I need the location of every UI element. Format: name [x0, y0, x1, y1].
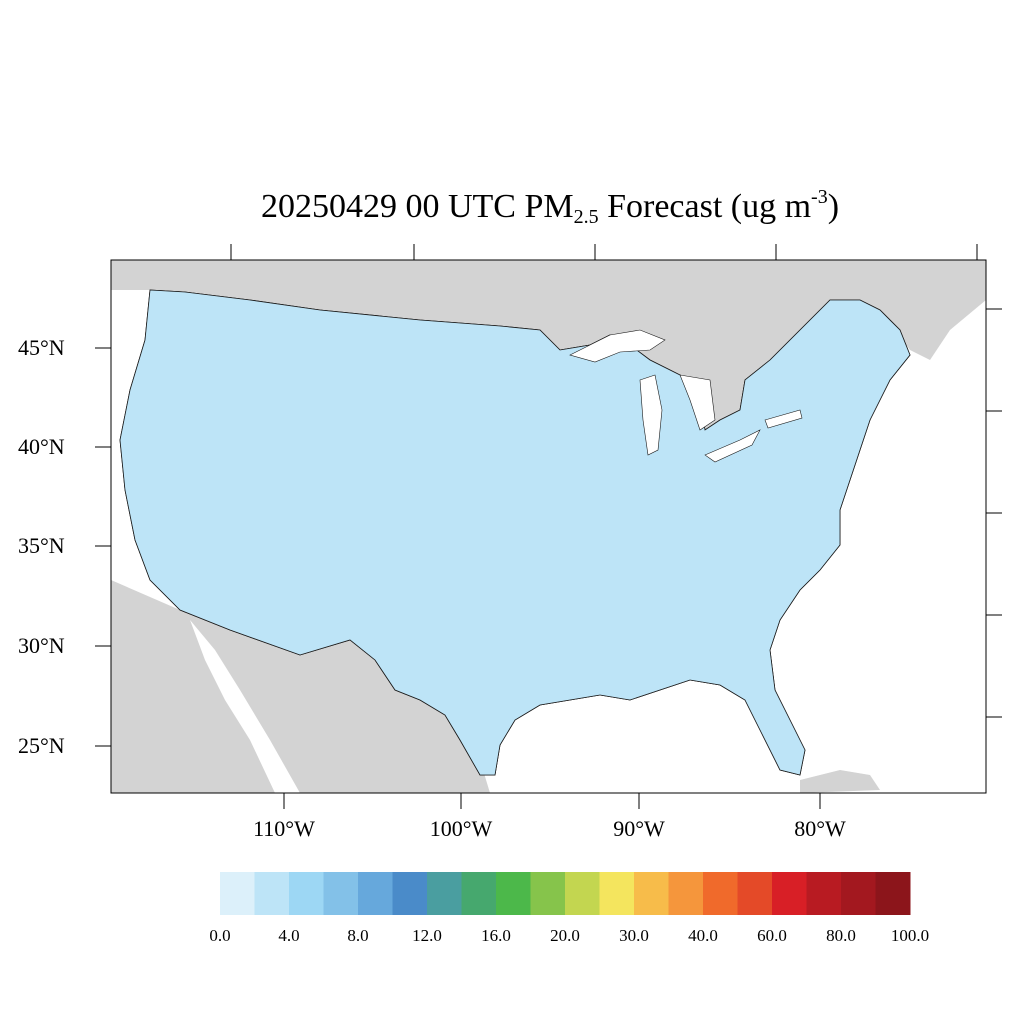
lon-label-100: 100°W	[429, 816, 493, 841]
colorbar-label: 60.0	[757, 926, 787, 945]
baja-water	[190, 620, 300, 793]
lake-michigan	[639, 374, 663, 456]
colorbar-swatch	[392, 872, 428, 915]
title-subscript: 2.5	[573, 206, 599, 228]
colorbar	[220, 872, 911, 915]
lat-label-30: 30°N	[18, 633, 65, 658]
lake-erie	[704, 429, 761, 463]
colorbar-label: 4.0	[278, 926, 300, 945]
mexico-land	[111, 580, 490, 793]
colorbar-label: 80.0	[826, 926, 856, 945]
title-forecast: Forecast (ug m	[598, 188, 812, 225]
colorbar-label: 8.0	[347, 926, 369, 945]
colorbar-label: 30.0	[619, 926, 649, 945]
colorbar-swatch	[220, 872, 255, 915]
colorbar-swatch	[599, 872, 635, 915]
colorbar-label: 100.0	[890, 926, 930, 945]
lon-label-110: 110°W	[253, 816, 315, 841]
lat-ticks	[95, 347, 111, 747]
top-ticks	[230, 244, 978, 260]
colorbar-label: 0.0	[209, 926, 231, 945]
colorbar-swatch	[461, 872, 497, 915]
colorbar-swatch	[772, 872, 807, 915]
colorbar-label: 20.0	[550, 926, 580, 945]
map-title: 20250429 00 UTC PM2.5 Forecast (ug m-3)	[0, 186, 1024, 229]
colorbar-label: 16.0	[481, 926, 511, 945]
colorbar-label: 40.0	[688, 926, 718, 945]
lake-ontario	[764, 409, 803, 429]
colorbar-swatch	[323, 872, 359, 915]
colorbar-swatch	[737, 872, 773, 915]
lon-label-90: 90°W	[613, 816, 665, 841]
colorbar-swatch	[806, 872, 842, 915]
colorbar-swatch	[703, 872, 738, 915]
colorbar-swatch	[634, 872, 669, 915]
colorbar-swatch	[530, 872, 566, 915]
title-close: )	[827, 188, 840, 225]
lat-label-45: 45°N	[18, 335, 65, 360]
colorbar-swatch	[875, 872, 911, 915]
map-area	[111, 260, 986, 793]
colorbar-swatch	[668, 872, 704, 915]
lon-label-80: 80°W	[794, 816, 846, 841]
lat-label-25: 25°N	[18, 733, 65, 758]
title-date-time: 20250429 00 UTC PM	[260, 188, 574, 225]
lon-ticks	[283, 793, 821, 809]
lat-label-35: 35°N	[18, 533, 65, 558]
colorbar-swatch	[565, 872, 600, 915]
lat-label-40: 40°N	[18, 434, 65, 459]
colorbar-swatch	[496, 872, 531, 915]
cuba-land	[800, 770, 880, 793]
colorbar-swatch	[254, 872, 290, 915]
colorbar-swatch	[427, 872, 462, 915]
title-superscript: -3	[811, 186, 828, 208]
colorbar-label: 12.0	[412, 926, 442, 945]
right-ticks	[986, 308, 1002, 718]
colorbar-swatch	[841, 872, 876, 915]
canada-land	[111, 260, 986, 430]
lake-superior	[569, 329, 666, 363]
map-frame	[110, 259, 987, 794]
lake-huron	[679, 374, 716, 431]
colorbar-swatch	[358, 872, 393, 915]
colorbar-swatch	[289, 872, 324, 915]
